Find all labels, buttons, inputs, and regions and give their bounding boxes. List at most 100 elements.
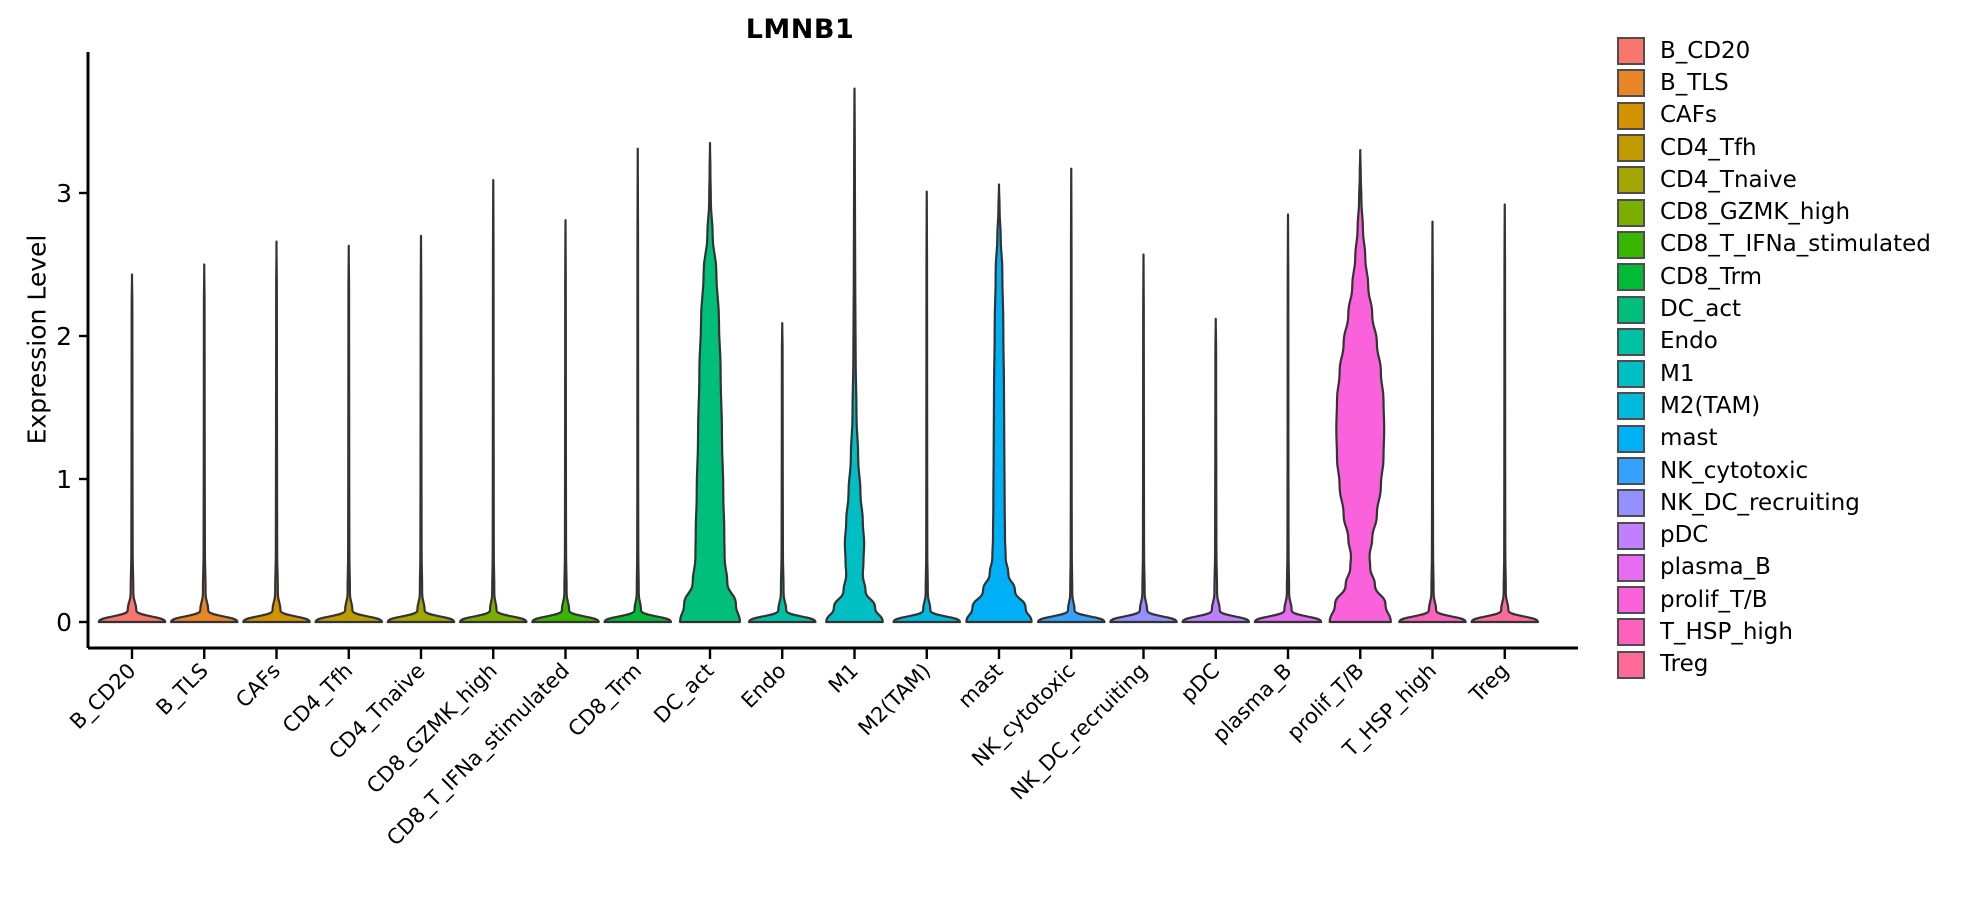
legend-swatch-icon <box>1617 327 1645 356</box>
violin-CD4_Tnaive <box>386 234 456 624</box>
legend-item[interactable]: NK_DC_recruiting <box>1617 487 1965 519</box>
legend-item-label: prolif_T/B <box>1660 586 1768 613</box>
x-tick-label-Treg: Treg <box>1464 659 1513 708</box>
y-tick-label: 3 <box>56 179 72 208</box>
legend-item-label: CD8_Trm <box>1660 263 1763 290</box>
x-tick-label-Endo: Endo <box>737 659 791 713</box>
x-tick-label-B_TLS: B_TLS <box>151 659 213 721</box>
legend-item-label: T_HSP_high <box>1660 618 1793 645</box>
legend-item-label: CD8_T_IFNa_stimulated <box>1660 231 1931 258</box>
legend-item-label: B_CD20 <box>1660 37 1751 64</box>
legend-item[interactable]: CD4_Tfh <box>1617 132 1965 164</box>
legend-item[interactable]: plasma_B <box>1617 552 1965 584</box>
violin-CD4_Tfh <box>314 244 384 624</box>
x-tick-label-DC_act: DC_act <box>649 659 719 729</box>
violin-Treg <box>1470 203 1540 624</box>
legend-item[interactable]: Endo <box>1617 326 1965 358</box>
violins-layer <box>97 87 1540 624</box>
y-tick-label: 0 <box>56 608 72 637</box>
legend-item[interactable]: prolif_T/B <box>1617 584 1965 616</box>
legend-swatch-icon <box>1617 198 1645 227</box>
legend-swatch-icon <box>1617 424 1645 453</box>
legend-item-label: CD4_Tfh <box>1660 134 1757 161</box>
legend-item-label: CAFs <box>1660 102 1718 129</box>
violin-DC_act <box>678 141 742 624</box>
legend-item[interactable]: DC_act <box>1617 293 1965 325</box>
legend-swatch-icon <box>1617 230 1645 259</box>
legend-item[interactable]: B_CD20 <box>1617 35 1965 67</box>
violin-B_CD20 <box>97 273 167 624</box>
legend-swatch-icon <box>1617 295 1645 324</box>
y-tick-label: 2 <box>56 322 72 351</box>
legend-item-label: NK_cytotoxic <box>1660 457 1809 484</box>
legend-item[interactable]: CD4_Tnaive <box>1617 164 1965 196</box>
legend-item-label: Treg <box>1660 651 1709 678</box>
legend-swatch-icon <box>1617 489 1645 518</box>
legend-swatch-icon <box>1617 457 1645 485</box>
legend-item[interactable]: CD8_Trm <box>1617 261 1965 293</box>
legend-swatch-icon <box>1617 166 1645 195</box>
legend-item[interactable]: CD8_T_IFNa_stimulated <box>1617 229 1965 261</box>
legend-item[interactable]: CD8_GZMK_high <box>1617 196 1965 228</box>
legend-item-label: CD8_GZMK_high <box>1660 199 1851 226</box>
x-tick-label-CAFs: CAFs <box>231 659 285 713</box>
legend-item-label: NK_DC_recruiting <box>1660 489 1860 516</box>
legend-item[interactable]: pDC <box>1617 519 1965 551</box>
legend-swatch-icon <box>1617 618 1645 647</box>
legend-item[interactable]: mast <box>1617 423 1965 455</box>
legend-swatch-icon <box>1617 553 1645 582</box>
legend-swatch-icon <box>1617 263 1645 292</box>
x-tick-label-CD8_GZMK_high: CD8_GZMK_high <box>362 659 502 799</box>
legend-swatch-icon <box>1617 101 1645 130</box>
legend-swatch-icon <box>1617 69 1645 98</box>
legend-item[interactable]: B_TLS <box>1617 67 1965 99</box>
legend-item[interactable]: CAFs <box>1617 100 1965 132</box>
x-tick-label-plasma_B: plasma_B <box>1208 659 1297 748</box>
legend-item-label: B_TLS <box>1660 69 1729 96</box>
legend-item-label: DC_act <box>1660 296 1742 323</box>
legend-item-label: M2(TAM) <box>1660 392 1761 419</box>
violin-Endo <box>747 322 817 624</box>
x-tick-label-M1: M1 <box>824 659 863 698</box>
legend-item[interactable]: NK_cytotoxic <box>1617 455 1965 487</box>
legend-item[interactable]: T_HSP_high <box>1617 616 1965 648</box>
violin-M1 <box>825 87 884 624</box>
legend-swatch-icon <box>1617 586 1645 615</box>
violin-plasma_B <box>1253 213 1323 624</box>
x-tick-label-CD8_Trm: CD8_Trm <box>563 659 647 743</box>
legend-item[interactable]: Treg <box>1617 649 1965 681</box>
axes-layer <box>79 52 1578 650</box>
legend-item-label: pDC <box>1660 522 1709 549</box>
violin-NK_cytotoxic <box>1036 167 1106 624</box>
legend-swatch-icon <box>1617 37 1645 66</box>
legend-item-label: M1 <box>1660 360 1695 387</box>
legend-swatch-icon <box>1617 650 1645 679</box>
x-tick-label-pDC: pDC <box>1176 659 1224 707</box>
x-tick-label-NK_DC_recruiting: NK_DC_recruiting <box>1006 659 1153 806</box>
legend-item-label: mast <box>1660 425 1718 452</box>
legend-swatch-icon <box>1617 360 1645 389</box>
violin-CD8_GZMK_high <box>458 179 528 624</box>
x-tick-label-M2(TAM): M2(TAM) <box>854 659 936 741</box>
legend-swatch-icon <box>1617 392 1645 421</box>
legend-item-label: plasma_B <box>1660 554 1771 581</box>
violin-CD8_Trm <box>603 147 673 624</box>
legend-item[interactable]: M2(TAM) <box>1617 390 1965 422</box>
legend-item[interactable]: M1 <box>1617 358 1965 390</box>
legend-item-label: CD4_Tnaive <box>1660 166 1797 193</box>
violin-CAFs <box>242 240 311 624</box>
violin-T_HSP_high <box>1398 220 1467 624</box>
violin-mast <box>965 183 1033 624</box>
x-tick-label-mast: mast <box>953 659 1007 713</box>
legend-item-label: Endo <box>1660 328 1718 355</box>
legend-swatch-icon <box>1617 521 1645 550</box>
page-title: LMNB1 <box>745 14 855 45</box>
violin-CD8_T_IFNa_stimulated <box>531 219 600 624</box>
legend: B_CD20 B_TLS CAFs CD4_Tfh CD4_Tnaive CD8_GZMK… <box>1617 35 1965 681</box>
legend-swatch-icon <box>1617 134 1645 163</box>
violin-prolif_T/B <box>1328 149 1392 624</box>
violin-pDC <box>1181 317 1251 624</box>
